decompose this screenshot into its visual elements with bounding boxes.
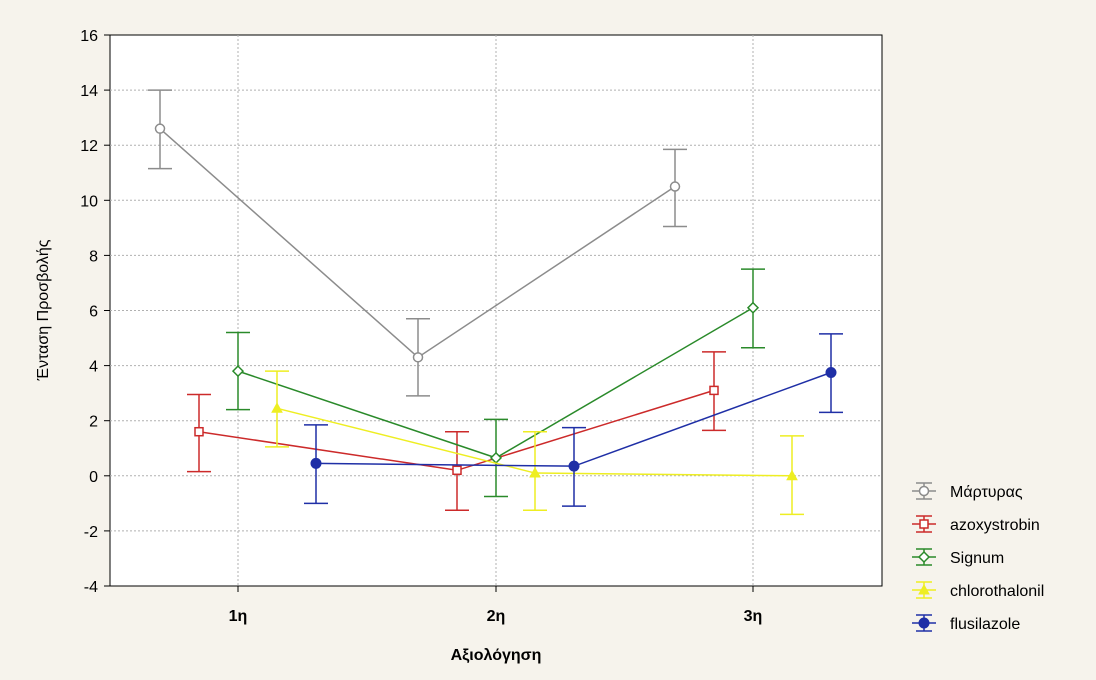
data-point	[709, 385, 719, 396]
data-point	[231, 365, 245, 378]
data-point	[825, 366, 837, 378]
data-point	[568, 460, 580, 472]
legend-item: flusilazole	[912, 614, 1020, 633]
legend-item: chlorothalonil	[912, 581, 1044, 600]
x-tick-label: 2η	[487, 608, 506, 625]
y-tick-label: 8	[89, 248, 98, 265]
y-tick-label: 0	[89, 469, 98, 486]
data-point	[194, 426, 204, 437]
y-axis-title: Ένταση Προσβολής	[35, 239, 52, 381]
data-point	[154, 123, 166, 134]
legend-item: azoxystrobin	[912, 515, 1040, 534]
data-point	[746, 301, 760, 314]
legend-marker	[919, 519, 929, 529]
legend-label: azoxystrobin	[950, 517, 1040, 534]
legend-label: Μάρτυρας	[950, 484, 1023, 501]
legend: Μάρτυρας azoxystrobin Signum chlorothalonil…	[912, 482, 1044, 633]
y-tick-label: 4	[89, 359, 98, 376]
y-tick-label: -4	[84, 579, 98, 596]
legend-marker	[918, 583, 930, 595]
legend-item: Signum	[912, 548, 1004, 567]
y-tick-label: 16	[80, 28, 98, 45]
legend-item: Μάρτυρας	[912, 482, 1023, 501]
legend-label: flusilazole	[950, 616, 1020, 633]
series-2	[226, 268, 765, 498]
series-0	[148, 89, 687, 397]
data-point	[452, 465, 462, 476]
data-point	[529, 467, 541, 478]
axes: -4 -2 0 2 4 6 8 10 12 14 16 1η 2η 3η	[80, 28, 762, 625]
y-tick-label: 14	[80, 83, 98, 100]
data-point	[786, 469, 798, 481]
legend-marker	[918, 617, 930, 629]
legend-label: Signum	[950, 550, 1004, 567]
series-1	[187, 351, 726, 511]
y-tick-label: 10	[80, 193, 98, 210]
y-tick-label: -2	[84, 524, 98, 541]
x-axis-title: Αξιολόγηση	[451, 647, 542, 664]
series-3	[265, 370, 804, 516]
legend-marker	[918, 485, 930, 497]
legend-label: chlorothalonil	[950, 583, 1044, 600]
series-4	[304, 333, 843, 507]
data-point	[271, 402, 283, 413]
legend-marker	[917, 550, 931, 564]
data-point	[310, 457, 322, 469]
data-point	[412, 352, 424, 363]
data-point	[669, 181, 681, 192]
x-tick-label: 1η	[229, 608, 248, 625]
x-tick-label: 3η	[744, 608, 763, 625]
series	[148, 89, 843, 516]
y-tick-label: 6	[89, 304, 98, 321]
y-tick-label: 2	[89, 414, 98, 431]
y-tick-label: 12	[80, 138, 98, 155]
